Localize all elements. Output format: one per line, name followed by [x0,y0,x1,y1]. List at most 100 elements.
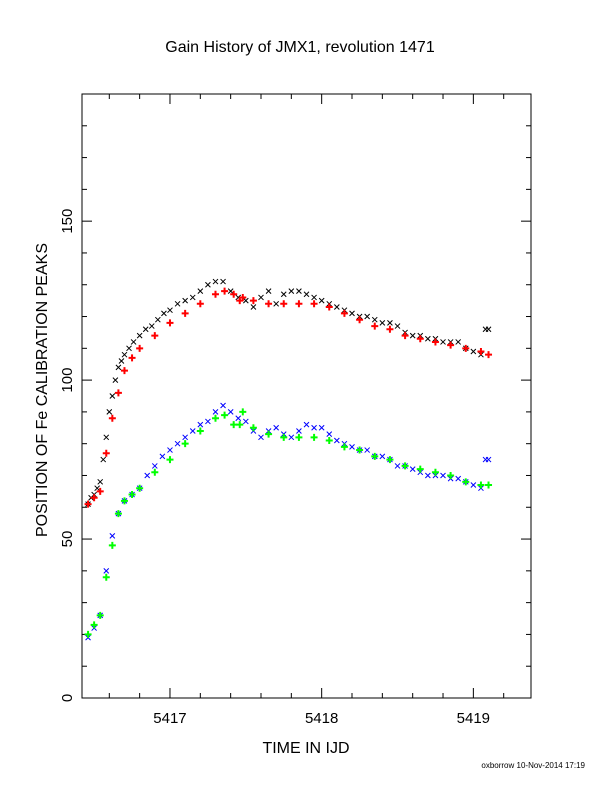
data-point [142,326,149,333]
data-point [325,303,333,311]
series-1 [84,287,493,508]
data-point [318,424,325,431]
data-point [386,325,394,333]
data-point [130,339,137,345]
data-point [485,481,493,489]
data-point [386,456,394,464]
data-point [197,288,204,294]
data-point [265,300,273,308]
data-point [265,288,272,294]
data-point [333,304,340,310]
data-point [211,290,219,298]
data-point [387,320,393,326]
tick-labels: 0 50 100 150 5417 5418 5419 [59,209,490,727]
data-point [90,494,98,502]
data-point [174,440,181,447]
data-point [197,421,204,428]
data-point [265,430,273,438]
data-point [182,434,189,441]
x-tick-label: 5418 [305,710,338,727]
y-tick-label: 100 [59,368,76,393]
data-point [221,287,229,295]
data-point [326,431,333,438]
data-point [109,533,116,539]
data-point [220,278,226,285]
data-point [470,348,477,355]
data-point [250,304,257,310]
data-point [401,462,409,470]
data-point [249,297,257,305]
data-point [409,466,416,472]
data-point [181,440,189,448]
data-point [103,567,110,574]
data-point [151,468,159,476]
data-point [340,443,348,451]
data-point [416,335,424,343]
footer-credit: oxborrow 10-Nov-2014 17:19 [481,761,585,770]
data-point [90,621,98,629]
y-tick-label: 0 [59,694,76,702]
data-point [470,482,477,488]
data-point [239,408,247,416]
data-point [485,326,492,333]
data-point [151,463,158,469]
data-point [120,497,128,505]
data-point [462,344,470,352]
y-axis-label: POSITION OF Fe CALIBRATION PEAKS [34,243,51,537]
data-point [136,332,143,339]
data-point [333,437,340,444]
data-point [220,402,226,409]
data-point [310,300,318,308]
data-point [189,428,196,434]
data-point [211,414,219,422]
data-point [167,447,173,453]
data-point [431,338,439,346]
data-point [120,367,128,375]
data-point [296,428,302,434]
data-point [102,573,110,581]
data-point [447,341,455,349]
data-point [126,345,132,352]
data-point [230,421,238,429]
data-point [280,433,288,441]
data-point [96,487,104,495]
data-point [115,364,122,371]
data-point [311,424,317,431]
data-point [296,288,302,294]
data-point [295,300,303,308]
plot-area [81,93,532,699]
data-point [167,307,173,314]
data-point [340,309,348,317]
data-point [108,414,116,422]
data-point [235,415,242,422]
data-point [151,332,159,340]
data-point [239,293,247,301]
data-point [485,456,492,463]
data-point [242,297,249,304]
data-point [166,319,174,327]
data-point [394,463,401,469]
data-point [102,449,110,457]
data-point [106,409,113,415]
data-point [311,294,317,301]
y-tick-label: 50 [59,531,76,548]
data-point [477,481,485,489]
data-point [230,290,238,298]
data-point [356,316,364,324]
data-point [349,444,355,450]
data-point [97,478,104,485]
data-point [455,475,462,482]
axis-ticks [82,93,531,699]
data-point [485,351,493,359]
data-point [205,281,211,288]
data-point [258,294,264,301]
data-point [84,500,92,508]
data-point [212,278,219,285]
data-point [288,288,295,294]
data-point [221,411,229,419]
data-point [424,472,431,479]
data-point [94,485,101,492]
data-point [325,437,333,445]
data-point [212,409,219,415]
